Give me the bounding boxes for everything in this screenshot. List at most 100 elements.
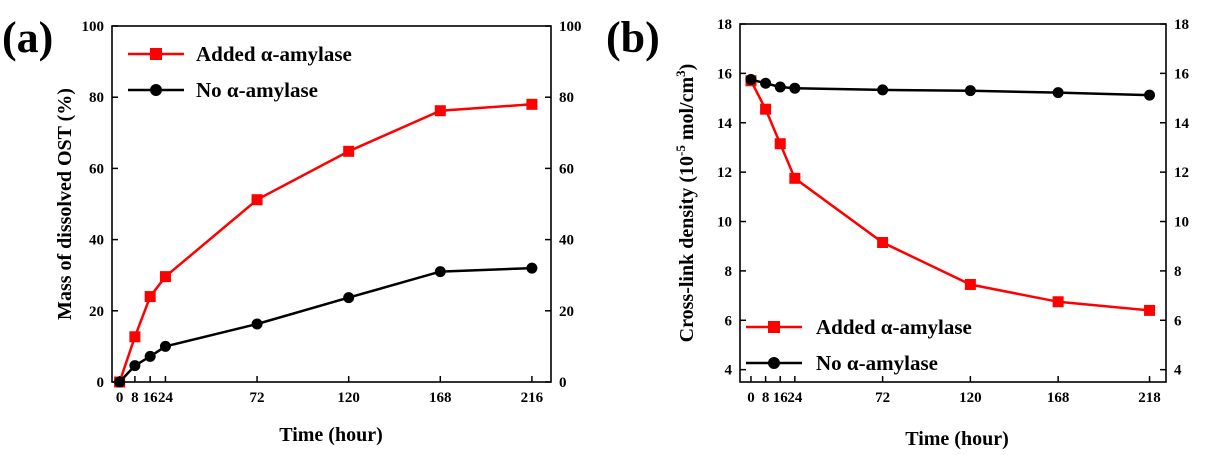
- panel-a-x-ticks: 0 8 16 24 72 120 168 216: [116, 376, 544, 406]
- panel-b-right-y-tick-label: 14: [1174, 116, 1190, 132]
- panel-a-right-y-ticks: 0 20 40 60 80 100: [545, 19, 582, 391]
- panel-b-x-tick-label: 168: [1047, 390, 1070, 406]
- panel-a-y-tick-label: 0: [97, 375, 105, 391]
- panel-b-right-y-ticks: 4 6 8 10 12 14 16 18: [1160, 17, 1190, 379]
- panel-a-series-1-point: [159, 340, 171, 352]
- panel-a-y-tick-label: 100: [82, 19, 105, 35]
- panel-a-legend-label-none: No α-amylase: [196, 78, 318, 102]
- panel-b-y-tick-label: 10: [717, 215, 732, 231]
- panel-a-series-0-point: [144, 291, 156, 303]
- panel-b-right-y-tick-label: 6: [1174, 313, 1182, 329]
- panel-a-series-1-point: [114, 376, 126, 388]
- panel-a-series: [114, 98, 538, 388]
- panel-a-y-axis-title: Mass of dissolved OST (%): [54, 88, 76, 320]
- panel-a-series-1-point: [526, 262, 538, 274]
- panel-b-series-0-point: [760, 103, 772, 115]
- panel-b-x-tick-label: 24: [787, 390, 803, 406]
- panel-a-right-y-tick-label: 100: [559, 19, 582, 35]
- panel-b-y-axis-title: Cross-link density (10-5 mol/cm3): [673, 64, 698, 343]
- panel-b-right-y-tick-label: 16: [1174, 66, 1190, 82]
- panel-b-y-ticks: 4 6 8 10 12 14 16 18: [717, 17, 746, 379]
- panel-a-series-1-point: [343, 292, 355, 304]
- panel-b-legend-black-marker: [768, 357, 780, 369]
- panel-a-legend: Added α-amylase No α-amylase: [128, 42, 352, 102]
- panel-b-y-tick-label: 6: [725, 313, 733, 329]
- panel-b-series-1-point: [745, 74, 757, 86]
- panel-a-series-1-point: [144, 350, 156, 362]
- panel-a-series-0-point: [526, 98, 538, 110]
- panel-b-series-1-point: [1144, 89, 1156, 101]
- panel-a-y-ticks: 0 20 40 60 80 100: [82, 19, 118, 391]
- panel-a-series-0-point: [434, 105, 446, 117]
- panel-a-tag: (a): [2, 13, 53, 62]
- panel-b-y-tick-label: 18: [717, 17, 732, 33]
- panel-b-right-y-tick-label: 4: [1174, 363, 1182, 379]
- panel-a-legend-black-marker: [150, 84, 162, 96]
- panel-b-y-tick-label: 14: [717, 116, 733, 132]
- panel-b-series-1-line: [750, 78, 1150, 97]
- panel-a-series-1-line: [118, 266, 532, 383]
- panel-b-series-0-point: [877, 237, 889, 249]
- panel-a-series-0-point: [129, 331, 141, 343]
- panel-a-legend-red-marker: [150, 48, 162, 60]
- panel-b-series-0-line: [749, 80, 1150, 312]
- panel-a-x-tick-label: 8: [131, 390, 139, 406]
- panel-a-series-0-point: [159, 271, 171, 283]
- panel-b-series: [745, 74, 1156, 316]
- panel-b-tag: (b): [606, 13, 660, 62]
- panel-b-y-tick-label: 8: [725, 264, 733, 280]
- panel-a-series-0-point: [343, 145, 355, 157]
- panel-a-right-y-tick-label: 0: [559, 375, 567, 391]
- panel-a-series-0-point: [251, 194, 263, 206]
- panel-b-right-y-tick-label: 18: [1174, 17, 1189, 33]
- panel-a-y-tick-label: 60: [89, 161, 104, 177]
- panel-a-series-1-point: [434, 266, 446, 278]
- panel-b-series-0-point: [964, 278, 976, 290]
- panel-b-series-1-point: [1052, 87, 1064, 99]
- panel-b-x-tick-label: 120: [959, 390, 982, 406]
- panel-b-x-tick-label: 16: [773, 390, 789, 406]
- panel-a-legend-label-added: Added α-amylase: [196, 42, 352, 66]
- panel-a-x-tick-label: 0: [116, 390, 124, 406]
- panel-a-x-tick-label: 216: [521, 390, 544, 406]
- panel-a-right-y-tick-label: 40: [559, 233, 574, 249]
- panel-b-x-ticks: 0 8 16 24 72 120 168 218: [747, 376, 1161, 406]
- panel-b-series-1-point: [877, 84, 889, 96]
- panel-b-right-y-tick-label: 10: [1174, 215, 1189, 231]
- panel-a-x-tick-label: 168: [429, 390, 452, 406]
- panel-a-x-axis-title: Time (hour): [279, 424, 383, 446]
- panel-b-series-0-point: [1052, 296, 1064, 308]
- panel-b-legend: Added α-amylase No α-amylase: [746, 315, 972, 375]
- panel-b-plot-frame: [739, 23, 1167, 383]
- panel-b-legend-red-marker: [768, 321, 780, 333]
- panel-b-x-axis-title: Time (hour): [905, 428, 1009, 450]
- panel-b-series-0-point: [1144, 304, 1156, 316]
- panel-b-right-y-tick-label: 8: [1174, 264, 1182, 280]
- panel-b-right-y-tick-label: 12: [1174, 165, 1189, 181]
- panel-b-series-1-point: [760, 77, 772, 89]
- panel-b-y-tick-label: 4: [725, 363, 733, 379]
- panel-b-x-tick-label: 218: [1138, 390, 1161, 406]
- panel-a-x-tick-label: 24: [158, 390, 174, 406]
- panel-a-series-0-line: [118, 103, 532, 383]
- panel-b-series-0-point: [774, 138, 786, 150]
- panel-b-x-tick-label: 0: [747, 390, 755, 406]
- panel-b-series-1-point: [789, 82, 801, 94]
- panel-b-x-tick-label: 8: [762, 390, 770, 406]
- panel-a-series-1-point: [129, 360, 141, 372]
- panel-a-right-y-tick-label: 60: [559, 161, 574, 177]
- panel-a-x-tick-label: 72: [250, 390, 265, 406]
- panel-a-right-y-tick-label: 20: [559, 304, 574, 320]
- panel-a-x-tick-label: 16: [143, 390, 159, 406]
- panel-b-series-0-point: [789, 172, 801, 184]
- panel-a-x-tick-label: 120: [337, 390, 360, 406]
- panel-b-y-tick-label: 16: [717, 66, 733, 82]
- panel-a-series-1-point: [251, 318, 263, 330]
- panel-b-series-1-point: [964, 85, 976, 97]
- panel-b-y-tick-label: 12: [717, 165, 732, 181]
- panel-a-y-tick-label: 80: [89, 90, 104, 106]
- panel-a-y-tick-label: 20: [89, 304, 104, 320]
- panel-a-right-y-tick-label: 80: [559, 90, 574, 106]
